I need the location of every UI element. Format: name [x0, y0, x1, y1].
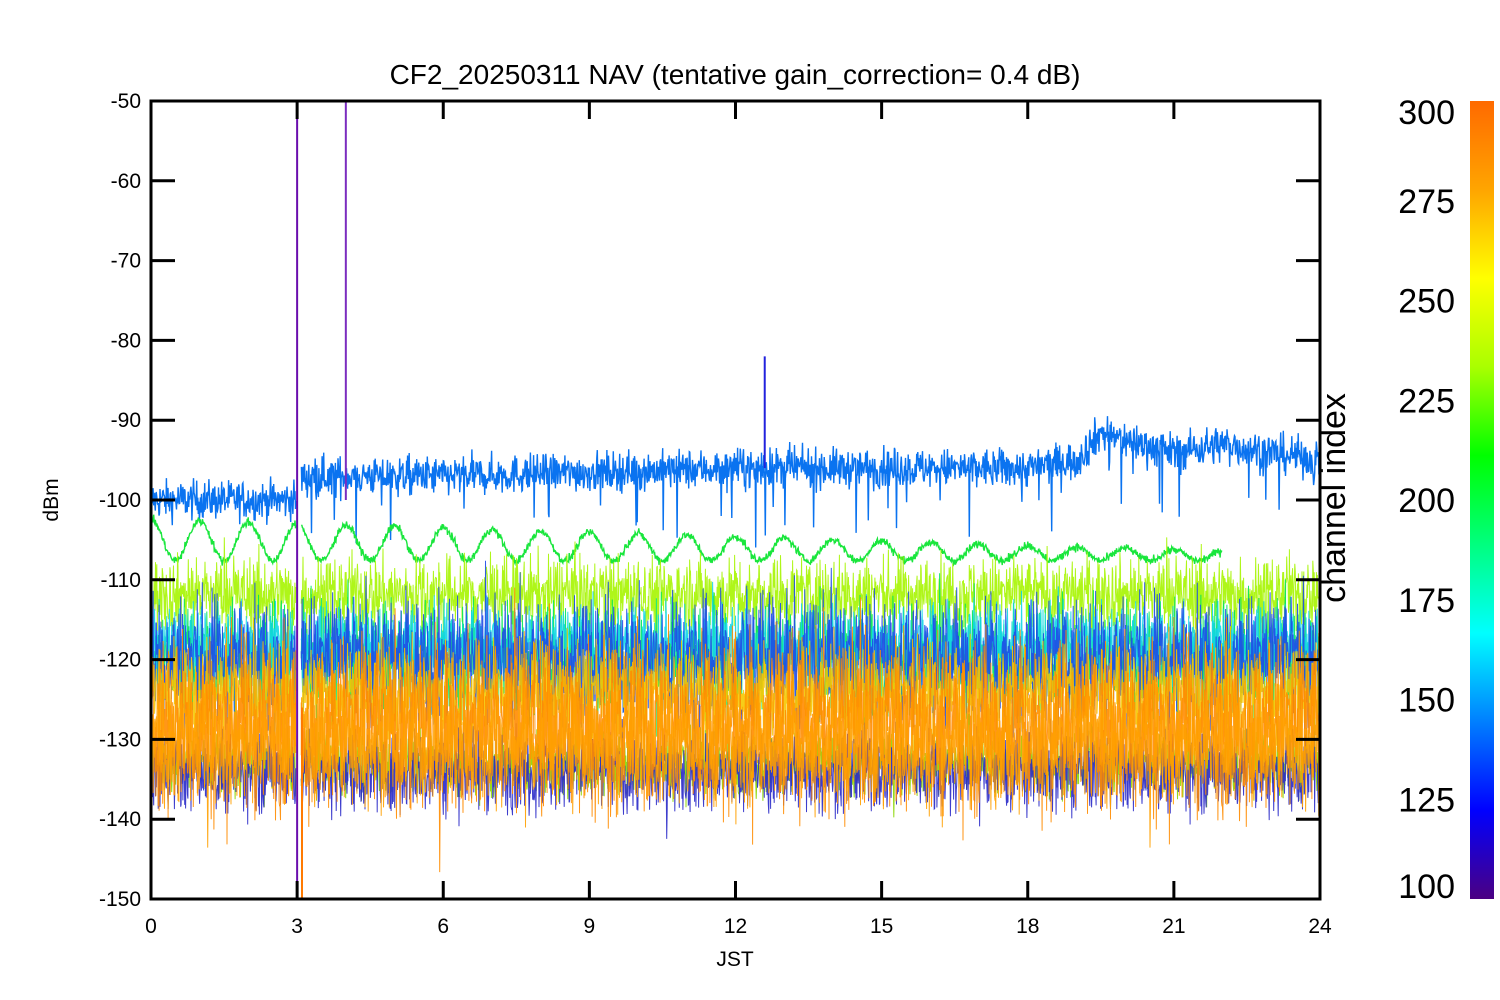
colorbar-tick-label: 300: [1398, 94, 1455, 132]
colorbar-title: channel index: [1315, 393, 1353, 603]
series-line-280: [151, 640, 1320, 848]
x-tick-label: 3: [291, 915, 303, 938]
x-tick-label: 6: [437, 915, 449, 938]
series-line-150: [151, 416, 1320, 548]
y-tick-label: -150: [99, 888, 141, 911]
y-tick-label: -130: [99, 728, 141, 751]
x-tick-label: 18: [1016, 915, 1039, 938]
y-tick-label: -80: [111, 329, 141, 352]
x-axis: 0 3 6 9 12 15 18 21 24: [145, 101, 1332, 938]
colorbar-ticks: 100 125 150 175 200 225 250 275 300: [1398, 94, 1455, 906]
colorbar-tick-label: 250: [1398, 283, 1455, 321]
x-tick-label: 24: [1308, 915, 1332, 938]
y-tick-label: -120: [99, 649, 141, 672]
gap-layer: [297, 401, 300, 799]
y-tick-label: -140: [99, 808, 141, 831]
colorbar-tick-label: 200: [1398, 482, 1455, 520]
y-axis: -50 -60 -70 -80 -90 -100 -110 -120 -130 -140 -150: [99, 90, 1320, 911]
y-tick-label: -100: [99, 489, 141, 512]
colorbar: [1470, 101, 1494, 899]
x-tick-label: 12: [724, 915, 747, 938]
y-tick-label: -50: [111, 90, 141, 113]
y-tick-label: -70: [111, 250, 141, 273]
colorbar-tick-label: 125: [1398, 781, 1455, 819]
x-tick-label: 0: [145, 915, 157, 938]
colorbar-tick-label: 150: [1398, 682, 1455, 720]
x-tick-label: 15: [870, 915, 893, 938]
colorbar-tick-label: 225: [1398, 382, 1455, 420]
series-line-290: [151, 587, 1320, 873]
colorbar-tick-label: 175: [1398, 582, 1455, 620]
colorbar-tick-label: 100: [1398, 868, 1455, 906]
chart-title: CF2_20250311 NAV (tentative gain_correct…: [390, 59, 1081, 90]
y-tick-label: -60: [111, 170, 141, 193]
y-tick-label: -90: [111, 409, 141, 432]
x-axis-label: JST: [716, 948, 754, 971]
x-tick-label: 21: [1162, 915, 1185, 938]
series-line-220: [151, 514, 1223, 568]
y-axis-label: dBm: [40, 478, 63, 521]
series-layer: [151, 416, 1320, 873]
y-tick-label: -110: [101, 569, 141, 592]
x-tick-label: 9: [584, 915, 596, 938]
spike-layer: [296, 101, 766, 899]
colorbar-tick-label: 275: [1398, 183, 1455, 221]
